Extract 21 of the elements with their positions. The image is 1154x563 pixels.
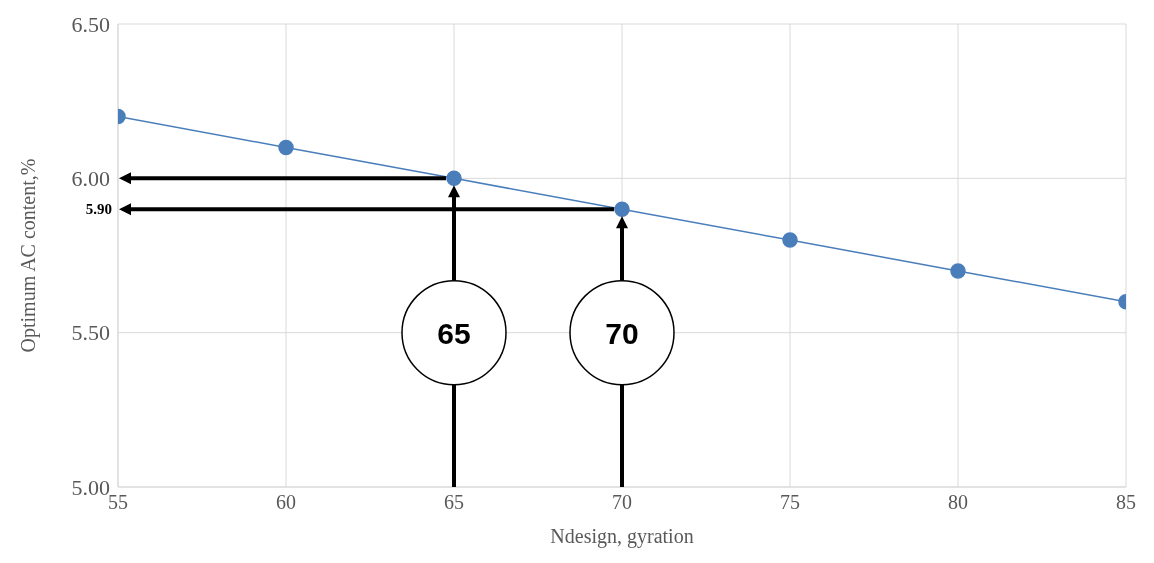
ref-line-label: 70 (605, 316, 639, 350)
x-tick-label: 75 (780, 491, 800, 514)
y-tick-label: 5.00 (71, 474, 110, 500)
y-tick-label: 6.50 (71, 11, 110, 37)
y-axis-title: Optimum AC content,% (17, 158, 41, 353)
x-tick-label: 60 (276, 491, 296, 514)
x-tick-label: 65 (444, 491, 464, 514)
x-tick-label: 85 (1116, 491, 1136, 514)
ref-line-label: 5.90 (85, 201, 112, 218)
x-axis-title: Ndesign, gyration (550, 525, 694, 548)
point (278, 139, 294, 156)
y-tick-label: 5.50 (71, 320, 110, 346)
x-tick-label: 55 (108, 491, 128, 514)
x-tick-label: 80 (948, 491, 968, 514)
point (446, 170, 462, 187)
ref-line-label: 65 (437, 316, 471, 350)
point (782, 232, 798, 248)
point (950, 263, 966, 279)
x-tick-label: 70 (612, 491, 632, 514)
y-tick-label: 6.00 (71, 166, 110, 192)
point (614, 201, 630, 217)
